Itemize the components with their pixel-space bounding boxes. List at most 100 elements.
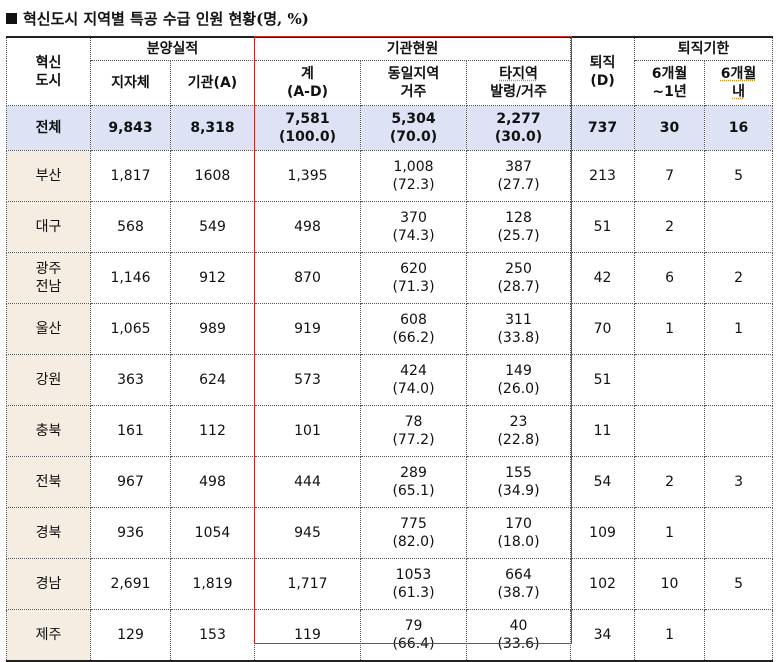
table-row: 경남 2,691 1,819 1,717 1053 (61.3) 664 (38.7) 102 1… [6,558,774,610]
cell-6m-in [704,507,774,559]
total-jijache: 9,843 [90,105,171,151]
cell-gye: 919 [254,303,361,355]
table-row: 울산 1,065 989 919 608 (66.2) 311 (33.8) 70 1 1 [6,303,774,355]
cell-toejik: 11 [570,405,636,457]
cell-dongil: 1,008 (72.3) [360,150,467,202]
supply-status-table: 혁신 도시 분양실적 기관현원 퇴직 (D) 퇴직기한 지자체 기관(A) 계 (A-… [6,36,774,662]
cell-6m-1y: 10 [634,558,706,610]
cell-gigwan: 498 [170,456,255,508]
cell-6m-1y [634,354,706,406]
total-dongil: 5,304 (70.0) [360,105,467,151]
cell-taji: 128 (25.7) [465,201,572,253]
total-gye: 7,581 (100.0) [254,105,361,151]
cell-jijache: 363 [90,354,171,406]
cell-6m-in [704,354,774,406]
cell-toejik: 70 [570,303,636,355]
cell-dongil: 424 (74.0) [360,354,467,406]
cell-toejik: 54 [570,456,636,508]
cell-taji: 40 (33.6) [465,609,572,662]
cell-6m-in: 3 [704,456,774,508]
total-6m-1y: 30 [634,105,706,151]
cell-gye: 945 [254,507,361,559]
cell-6m-1y: 1 [634,507,706,559]
header-jijache: 지자체 [90,60,171,106]
cell-taji: 149 (26.0) [465,354,572,406]
cell-region: 충북 [6,405,91,457]
cell-gye: 573 [254,354,361,406]
total-row: 전체 9,843 8,318 7,581 (100.0) 5,304 (70.0) … [6,105,774,151]
cell-6m-in [704,201,774,253]
cell-gigwan: 989 [170,303,255,355]
cell-gigwan: 1,819 [170,558,255,610]
cell-6m-in [704,405,774,457]
cell-jijache: 1,817 [90,150,171,202]
cell-gye: 870 [254,252,361,304]
cell-taji: 250 (28.7) [465,252,572,304]
total-taji: 2,277 (30.0) [465,105,572,151]
cell-toejik: 102 [570,558,636,610]
header-6m-1y: 6개월 ~1년 [634,60,706,106]
table-row: 부산 1,817 1608 1,395 1,008 (72.3) 387 (27.7) 213 7… [6,150,774,202]
cell-jijache: 568 [90,201,171,253]
cell-taji: 155 (34.9) [465,456,572,508]
cell-taji: 664 (38.7) [465,558,572,610]
cell-gigwan: 112 [170,405,255,457]
cell-toejik: 213 [570,150,636,202]
cell-dongil: 620 (71.3) [360,252,467,304]
cell-gye: 119 [254,609,361,662]
cell-6m-1y [634,405,706,457]
header-gigwan-hyeonwon: 기관현원 [253,36,572,61]
table-row: 충북 161 112 101 78 (77.2) 23 (22.8) 11 [6,405,774,457]
cell-dongil: 775 (82.0) [360,507,467,559]
cell-gigwan: 1054 [170,507,255,559]
header-dongil: 동일지역 거주 [360,60,467,106]
cell-dongil: 78 (77.2) [360,405,467,457]
cell-6m-1y: 2 [634,456,706,508]
table-row: 광주 전남 1,146 912 870 620 (71.3) 250 (28.7) 42 6 2 [6,252,774,304]
cell-gye: 1,395 [254,150,361,202]
cell-toejik: 51 [570,354,636,406]
cell-6m-in: 1 [704,303,774,355]
cell-gigwan: 624 [170,354,255,406]
table-row: 전북 967 498 444 289 (65.1) 155 (34.9) 54 2 3 [6,456,774,508]
cell-region: 전북 [6,456,91,508]
cell-6m-in: 5 [704,150,774,202]
cell-dongil: 370 (74.3) [360,201,467,253]
cell-region: 광주 전남 [6,252,91,304]
cell-taji: 23 (22.8) [465,405,572,457]
cell-6m-1y: 1 [634,609,706,662]
cell-region: 제주 [6,609,91,662]
header-gigwan-a: 기관(A) [170,60,255,106]
cell-gye: 444 [254,456,361,508]
cell-jijache: 129 [90,609,171,662]
total-toejik: 737 [570,105,636,151]
cell-dongil: 1053 (61.3) [360,558,467,610]
cell-jijache: 967 [90,456,171,508]
cell-region: 대구 [6,201,91,253]
cell-6m-1y: 1 [634,303,706,355]
cell-jijache: 161 [90,405,171,457]
square-bullet-icon [6,12,17,24]
cell-jijache: 2,691 [90,558,171,610]
cell-toejik: 42 [570,252,636,304]
cell-6m-in: 5 [704,558,774,610]
cell-dongil: 608 (66.2) [360,303,467,355]
cell-gigwan: 549 [170,201,255,253]
cell-gye: 101 [254,405,361,457]
header-toejik-gihan: 퇴직기한 [634,36,774,61]
table-row: 제주 129 153 119 79 (66.4) 40 (33.6) 34 1 [6,609,774,662]
cell-taji: 387 (27.7) [465,150,572,202]
total-6m-in: 16 [704,105,774,151]
header-bunyang: 분양실적 [90,36,255,61]
cell-region: 경북 [6,507,91,559]
cell-region: 강원 [6,354,91,406]
header-gye: 계 (A-D) [254,60,361,106]
cell-toejik: 109 [570,507,636,559]
cell-6m-in [704,609,774,662]
cell-toejik: 34 [570,609,636,662]
header-region: 혁신 도시 [6,36,91,106]
cell-6m-in: 2 [704,252,774,304]
cell-gigwan: 912 [170,252,255,304]
cell-6m-1y: 2 [634,201,706,253]
header-6m-in: 6개월 내 [704,60,774,106]
